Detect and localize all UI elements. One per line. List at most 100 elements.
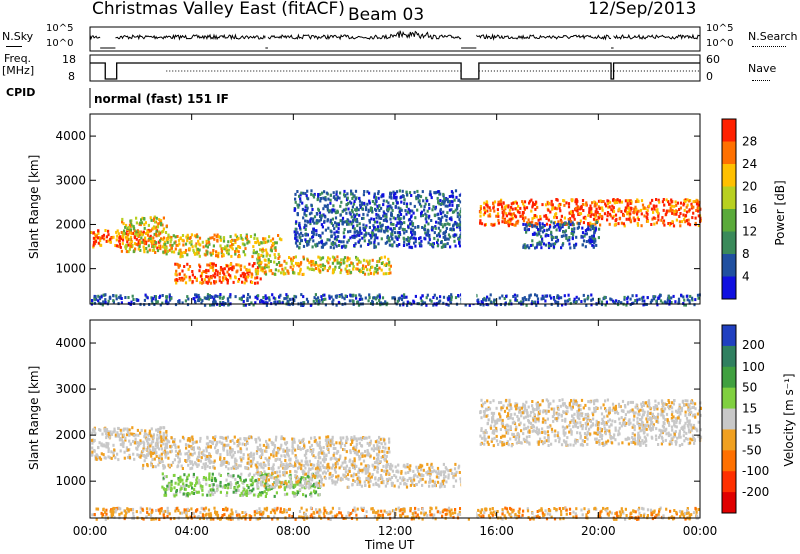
cell-velocity-0 <box>160 447 164 451</box>
cell-power-6 <box>687 218 690 222</box>
cell-velocity-1 <box>342 448 345 451</box>
cell-power-8 <box>186 295 189 299</box>
cell-power-3 <box>175 269 178 273</box>
cell-power-5 <box>424 237 427 241</box>
cell-velocity-2 <box>299 477 302 481</box>
cell-velocity-1 <box>174 449 178 453</box>
cell-power-4 <box>314 267 318 270</box>
cell-power-6 <box>501 211 504 214</box>
cell-power-3 <box>178 264 181 268</box>
cell-power-6 <box>509 222 512 226</box>
cell-velocity-1 <box>376 439 379 443</box>
cell-velocity-2 <box>257 493 260 497</box>
cell-power-7 <box>567 222 570 226</box>
cell-power-3 <box>237 279 240 283</box>
cell-velocity-1 <box>360 452 363 456</box>
cell-velocity-1 <box>295 459 298 463</box>
cell-power-5 <box>329 193 332 197</box>
cell-velocity-2 <box>235 491 238 494</box>
cell-power-1 <box>140 236 143 240</box>
cell-power-5 <box>437 226 440 230</box>
cell-velocity-1 <box>150 463 153 467</box>
cell-power-1 <box>154 251 157 254</box>
cell-velocity-0 <box>97 446 100 450</box>
cell-power-5 <box>294 207 297 211</box>
cell-power-5 <box>349 236 352 240</box>
cell-power-8 <box>361 297 364 301</box>
cell-power-5 <box>382 199 385 203</box>
cell-power-8 <box>479 303 482 307</box>
cell-velocity-1 <box>353 459 356 463</box>
heatmap-cells-power <box>90 189 702 307</box>
cell-power-5 <box>428 235 431 239</box>
cell-power-2 <box>184 242 188 246</box>
cell-power-4 <box>350 261 353 265</box>
cell-power-6 <box>614 199 617 203</box>
cell-power-8 <box>257 294 260 298</box>
cell-velocity-2 <box>197 478 200 482</box>
cell-power-6 <box>568 211 571 215</box>
cell-velocity-2 <box>224 484 227 487</box>
cell-velocity-0 <box>132 452 135 456</box>
cell-power-8 <box>638 297 641 301</box>
cell-power-4 <box>383 263 386 267</box>
cell-power-5 <box>441 199 444 203</box>
cell-velocity-1 <box>313 436 316 440</box>
cell-power-0 <box>109 237 112 241</box>
cell-power-5 <box>423 205 426 209</box>
cell-velocity-1 <box>348 459 351 463</box>
cell-power-6 <box>606 199 609 203</box>
cell-velocity-1 <box>259 443 262 447</box>
cell-power-6 <box>517 210 520 214</box>
cell-velocity-1 <box>226 449 229 453</box>
cell-power-5 <box>356 229 359 233</box>
cell-power-8 <box>379 301 383 305</box>
cell-power-5 <box>335 192 338 196</box>
cell-velocity-1 <box>284 459 287 462</box>
cell-power-5 <box>325 191 328 195</box>
cell-power-8 <box>135 298 139 302</box>
cell-velocity-1 <box>161 460 164 464</box>
cell-velocity-2 <box>206 493 209 497</box>
cell-power-8 <box>332 298 335 302</box>
cell-velocity-2 <box>260 474 263 478</box>
cell-power-7 <box>535 245 538 249</box>
cell-power-2 <box>209 251 212 255</box>
cell-power-6 <box>692 211 695 215</box>
cell-power-3 <box>223 272 226 276</box>
cell-power-2 <box>243 243 246 247</box>
cell-velocity-1 <box>358 457 361 461</box>
cell-power-5 <box>375 208 378 212</box>
cell-power-5 <box>367 232 370 236</box>
cell-power-6 <box>485 203 488 207</box>
cell-power-3 <box>246 268 249 272</box>
cell-power-3 <box>205 268 208 272</box>
cell-power-3 <box>227 273 230 277</box>
cell-velocity-1 <box>236 440 239 443</box>
cell-velocity-0 <box>116 452 119 456</box>
cell-power-4 <box>261 267 264 271</box>
cell-power-8 <box>288 303 291 307</box>
cell-velocity-2 <box>249 491 252 495</box>
cell-power-8 <box>212 300 215 304</box>
cell-velocity-2 <box>304 477 307 481</box>
cell-power-1 <box>132 225 135 229</box>
cell-velocity-1 <box>326 447 329 450</box>
cell-velocity-0 <box>156 441 159 445</box>
cell-power-5 <box>358 222 361 226</box>
cell-power-6 <box>683 201 686 205</box>
cell-power-5 <box>375 216 378 220</box>
cell-power-7 <box>540 235 543 239</box>
cell-power-5 <box>320 240 323 244</box>
cell-power-3 <box>212 264 215 268</box>
cell-velocity-2 <box>273 494 276 498</box>
cell-power-5 <box>322 196 325 200</box>
cell-power-1 <box>120 249 123 253</box>
cell-power-0 <box>112 235 115 239</box>
cell-power-3 <box>218 271 222 275</box>
cell-power-5 <box>452 234 455 238</box>
cell-power-6 <box>495 214 498 218</box>
cell-power-6 <box>607 202 610 205</box>
cell-velocity-1 <box>241 442 244 446</box>
cell-power-6 <box>640 212 643 216</box>
